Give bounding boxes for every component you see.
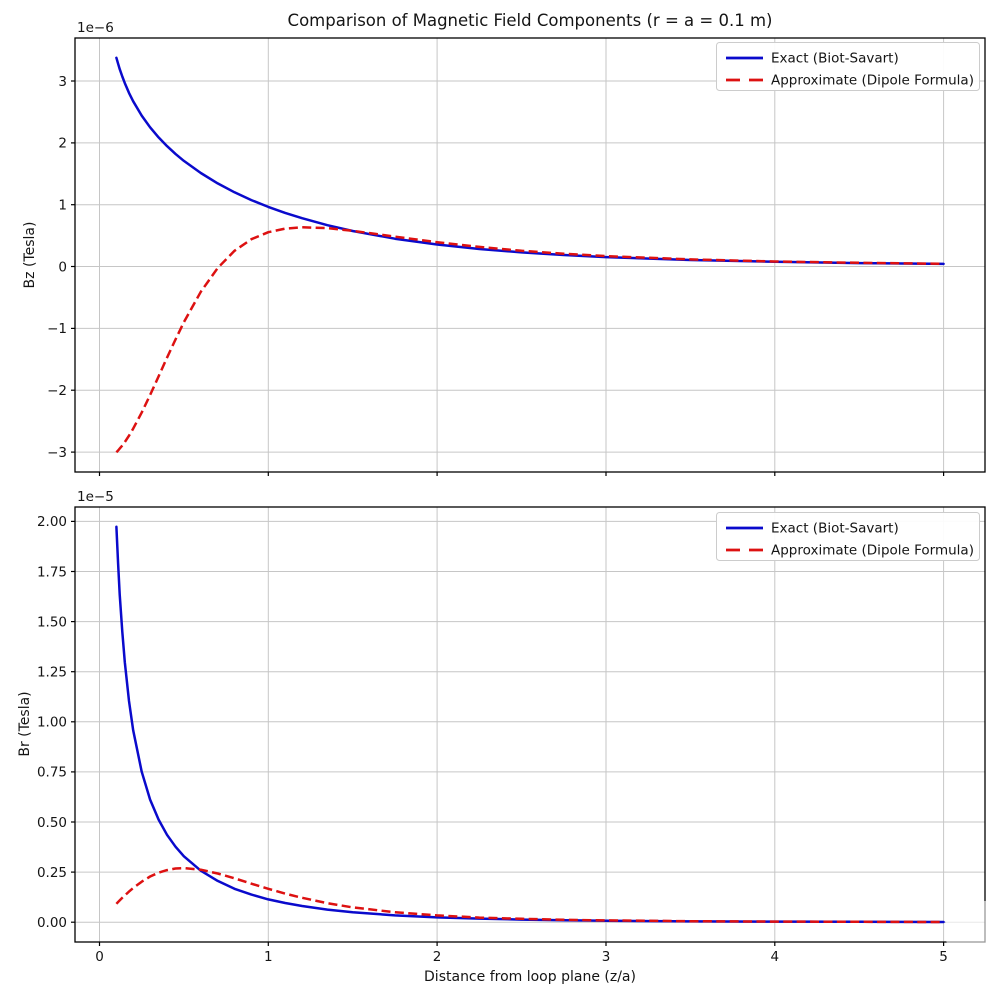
y-tick-label: 0.00 bbox=[37, 915, 67, 931]
y-tick-label: 2 bbox=[58, 136, 67, 152]
legend-label-exact: Exact (Biot-Savart) bbox=[771, 51, 899, 67]
y-tick-label: 0 bbox=[58, 259, 67, 275]
series-line-approx bbox=[115, 226, 944, 454]
y-tick-label: 1.75 bbox=[37, 564, 67, 580]
y-tick-label: 0.75 bbox=[37, 765, 67, 781]
x-tick-label: 4 bbox=[771, 949, 780, 965]
plot-layer: 3 2 1 0 −1 −2 −3 0 1 2 3 4 5 2.00 1.75 1.50 1.25 1.00 0.75… bbox=[37, 37, 986, 965]
axes-frame bbox=[74, 506, 986, 943]
x-tick-label: 2 bbox=[433, 949, 442, 965]
x-tick-label: 5 bbox=[939, 949, 948, 965]
legend-label-approx: Approximate (Dipole Formula) bbox=[771, 73, 974, 89]
y-tick-label: 0.25 bbox=[37, 865, 67, 881]
legend-top: Exact (Biot-Savart) Approximate (Dipole … bbox=[716, 42, 980, 91]
x-axis-label: Distance from loop plane (z/a) bbox=[424, 969, 636, 985]
legend-label-approx: Approximate (Dipole Formula) bbox=[771, 543, 974, 559]
y-tick-label: −1 bbox=[47, 321, 67, 337]
y-axis-label-bz: Bz (Tesla) bbox=[22, 222, 38, 289]
offset-text-top: 1e−6 bbox=[77, 20, 114, 36]
series-line-exact bbox=[115, 56, 945, 266]
legend-bottom: Exact (Biot-Savart) Approximate (Dipole … bbox=[716, 512, 980, 561]
plot-title: Comparison of Magnetic Field Components … bbox=[288, 11, 773, 30]
y-tick-label: 1 bbox=[58, 198, 67, 214]
x-tick-label: 0 bbox=[95, 949, 104, 965]
y-tick-label: 1.00 bbox=[37, 715, 67, 731]
y-tick-label: 0.50 bbox=[37, 815, 67, 831]
axes-frame bbox=[74, 37, 986, 473]
y-axis-label-br: Br (Tesla) bbox=[17, 691, 33, 756]
y-tick-label: 1.25 bbox=[37, 665, 67, 681]
watermark-overlay bbox=[946, 901, 1000, 949]
series-line-exact bbox=[115, 525, 945, 924]
x-tick-label: 1 bbox=[264, 949, 273, 965]
legend-box bbox=[716, 42, 980, 91]
series-line-approx bbox=[115, 866, 944, 924]
legend-box bbox=[716, 512, 980, 561]
offset-text-bottom: 1e−5 bbox=[77, 489, 114, 505]
y-tick-label: −2 bbox=[47, 383, 67, 399]
x-tick-label: 3 bbox=[602, 949, 611, 965]
legend-label-exact: Exact (Biot-Savart) bbox=[771, 521, 899, 537]
y-tick-label: 1.50 bbox=[37, 614, 67, 630]
y-tick-label: 3 bbox=[58, 74, 67, 90]
y-tick-label: −3 bbox=[47, 445, 67, 461]
y-tick-label: 2.00 bbox=[37, 514, 67, 530]
